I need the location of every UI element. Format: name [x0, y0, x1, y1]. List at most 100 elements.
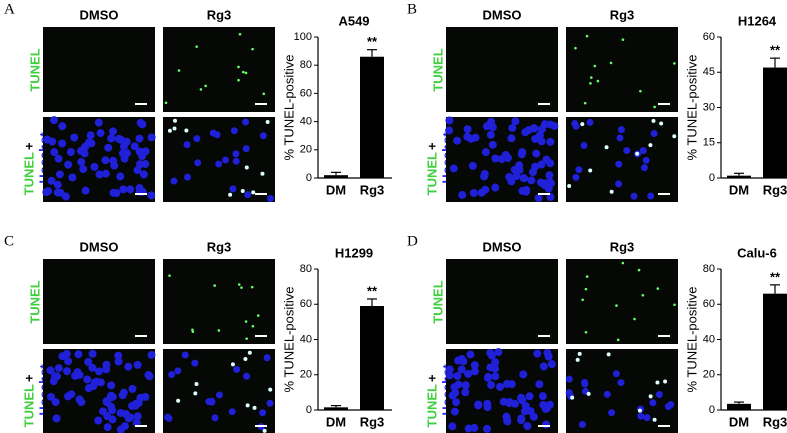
cell — [47, 176, 56, 185]
cell — [466, 350, 475, 359]
cell — [94, 118, 103, 127]
merge-label-plus: + — [424, 142, 439, 150]
cell — [545, 171, 554, 180]
cell — [630, 192, 638, 200]
cell — [639, 89, 642, 93]
cell — [649, 399, 657, 407]
cell — [519, 370, 528, 379]
cell — [244, 165, 249, 170]
cell — [521, 128, 530, 137]
cell — [521, 401, 530, 410]
x-tick-label: Rg3 — [360, 414, 385, 429]
merge-label-tunel: TUNEL — [21, 384, 36, 427]
x-tick-label: DM — [729, 414, 749, 429]
panel-letter: D — [407, 233, 418, 249]
cell — [612, 370, 620, 378]
cell — [637, 412, 645, 420]
cell — [133, 399, 142, 408]
cell — [58, 352, 67, 361]
cell — [547, 360, 556, 369]
cell — [230, 362, 235, 367]
cell — [536, 178, 545, 187]
cell — [565, 389, 573, 397]
cell — [596, 79, 600, 83]
cell — [673, 303, 676, 307]
cell — [213, 284, 216, 287]
y-tick-label: 60 — [703, 31, 715, 43]
cell — [191, 359, 199, 367]
cell — [243, 356, 248, 361]
micrograph — [163, 117, 275, 202]
cell — [88, 349, 97, 358]
cell — [542, 155, 551, 164]
cell — [244, 71, 248, 75]
y-tick-label: 20 — [703, 369, 715, 381]
cell — [266, 399, 274, 407]
cell — [546, 120, 555, 129]
cell — [119, 185, 128, 194]
cell — [268, 387, 273, 392]
cell — [615, 180, 623, 188]
cell — [141, 147, 150, 156]
cell — [567, 184, 572, 189]
bar — [727, 175, 751, 178]
cell — [139, 170, 148, 179]
cell — [503, 415, 512, 424]
cell — [107, 134, 116, 143]
cell — [499, 397, 508, 406]
cell — [191, 330, 195, 333]
cell — [470, 367, 479, 376]
cell — [232, 157, 240, 165]
cell — [251, 324, 255, 328]
cell — [572, 173, 580, 181]
cell — [66, 147, 75, 156]
cell — [53, 180, 62, 189]
cell — [244, 191, 252, 199]
cell — [135, 134, 144, 143]
micrograph — [566, 259, 678, 344]
micrograph — [566, 27, 678, 112]
cell — [177, 69, 181, 72]
cell — [652, 417, 657, 422]
cell — [449, 164, 458, 173]
cell — [107, 381, 116, 390]
cell — [61, 192, 70, 201]
y-tick-label: 15 — [703, 137, 715, 149]
bar — [763, 67, 787, 178]
y-tick-label: 60 — [300, 87, 312, 99]
merge-label-tunel: TUNEL — [424, 384, 439, 427]
cell — [79, 165, 88, 174]
cell — [237, 65, 240, 69]
cell — [570, 395, 575, 400]
cell — [507, 134, 516, 143]
merge-label-plus: + — [21, 142, 36, 150]
cell — [222, 156, 230, 164]
cell — [244, 320, 248, 323]
column-label: Rg3 — [207, 239, 232, 254]
cell — [617, 126, 625, 134]
column-label: DMSO — [80, 239, 119, 254]
cell — [52, 414, 61, 423]
cell — [47, 392, 56, 401]
cell — [445, 126, 454, 135]
cell — [574, 46, 577, 50]
cell — [486, 363, 495, 372]
cell — [578, 420, 586, 428]
cell — [461, 381, 470, 390]
cell — [463, 125, 472, 134]
panel-letter: C — [4, 233, 14, 249]
x-tick-label: DM — [729, 182, 749, 197]
cell — [491, 183, 500, 192]
cell — [133, 166, 142, 175]
cell — [50, 148, 59, 157]
cell — [174, 367, 182, 375]
cell — [635, 151, 640, 156]
cell — [136, 118, 145, 127]
cell — [533, 349, 542, 358]
y-tick-label: 0 — [709, 172, 715, 184]
micrograph — [163, 349, 275, 433]
cell — [608, 409, 616, 417]
cell — [247, 350, 252, 355]
